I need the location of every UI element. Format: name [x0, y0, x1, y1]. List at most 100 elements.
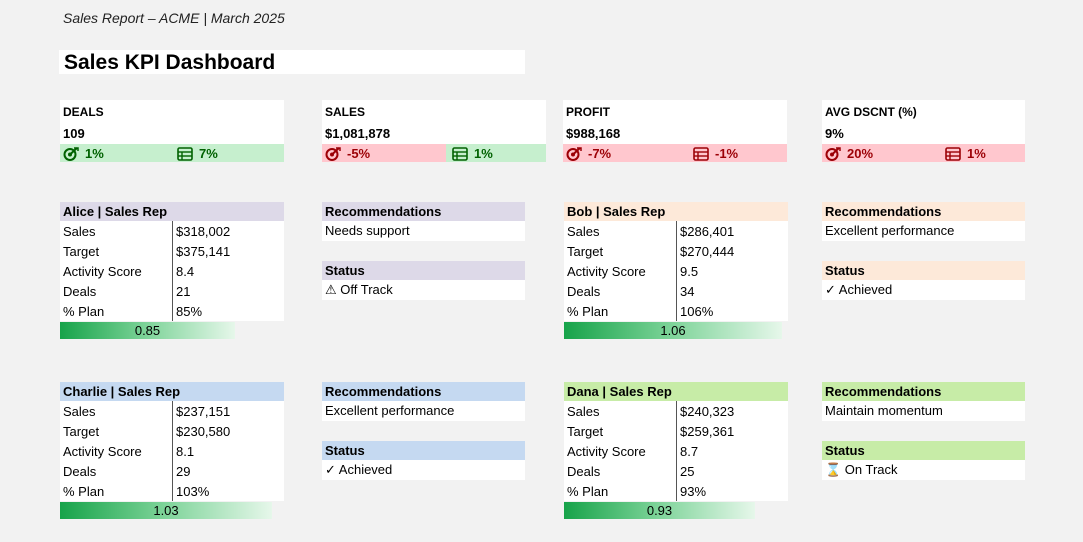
recommendation-text: Needs support [322, 221, 525, 241]
recommendations-header: Recommendations [822, 202, 1025, 221]
table-row: Deals 29 [60, 461, 284, 481]
rep-card-alice[interactable]: Alice | Sales Rep Sales $318,002 Target $375… [60, 202, 284, 339]
row-value: 8.1 [176, 443, 195, 459]
rep-metrics-table: Sales $237,151 Target $230,580 Activity Scor… [60, 401, 284, 501]
table-row: % Plan 85% [60, 301, 284, 321]
kpi-plan-change: -1% [715, 146, 739, 161]
dashboard-title: Sales KPI Dashboard [64, 51, 276, 74]
rep-metrics-table: Sales $318,002 Target $375,141 Activity Scor… [60, 221, 284, 321]
rec-panel-alice: Recommendations Needs support Status ⚠ Off … [322, 202, 525, 300]
kpi-plan-change: 7% [199, 146, 218, 161]
row-label: % Plan [564, 481, 677, 501]
kpi-card-avg-discount[interactable]: AVG DSCNT (%) 9% 20% 1% [822, 100, 1025, 162]
kpi-target-change: -7% [588, 146, 612, 161]
table-row: Sales $237,151 [60, 401, 284, 421]
rep-header: Bob | Sales Rep [564, 202, 788, 221]
table-row: Deals 34 [564, 281, 788, 301]
table-row: Deals 25 [564, 461, 788, 481]
plan-progress-bar: 1.03 [60, 502, 272, 519]
row-label: Activity Score [564, 261, 677, 281]
row-label: Target [564, 421, 677, 441]
kpi-card-sales[interactable]: SALES $1,081,878 -5% 1% [322, 100, 546, 162]
status-text: ✓ Achieved [322, 460, 525, 480]
status-header: Status [322, 441, 525, 460]
plan-progress-bar: 0.85 [60, 322, 235, 339]
row-value: $318,002 [176, 223, 231, 239]
target-icon [63, 146, 79, 161]
kpi-change-bar: -7% -1% [563, 144, 787, 162]
rec-panel-dana: Recommendations Maintain momentum Status ⌛ … [822, 382, 1025, 480]
row-label: % Plan [564, 301, 677, 321]
rep-header: Dana | Sales Rep [564, 382, 788, 401]
table-icon [452, 146, 468, 161]
kpi-target-change: -5% [347, 146, 371, 161]
recommendation-text: Excellent performance [822, 221, 1025, 241]
kpi-value: 9% [825, 126, 844, 141]
rep-card-bob[interactable]: Bob | Sales Rep Sales $286,401 Target $270,4… [564, 202, 788, 339]
rec-panel-bob: Recommendations Excellent performance Stat… [822, 202, 1025, 300]
row-value: 103% [176, 483, 210, 499]
row-value: 106% [680, 303, 714, 319]
kpi-value: 109 [63, 126, 85, 141]
recommendations-header: Recommendations [322, 202, 525, 221]
row-label: Sales [60, 401, 173, 421]
kpi-plan-change: 1% [474, 146, 493, 161]
target-icon [325, 146, 341, 161]
recommendations-header: Recommendations [822, 382, 1025, 401]
kpi-value: $1,081,878 [325, 126, 391, 141]
row-label: Sales [564, 401, 677, 421]
kpi-change-bar: 1% 7% [60, 144, 284, 162]
row-value: 34 [680, 283, 695, 299]
table-row: Sales $286,401 [564, 221, 788, 241]
recommendation-text: Maintain momentum [822, 401, 1025, 421]
recommendation-text: Excellent performance [322, 401, 525, 421]
plan-progress-bar: 1.06 [564, 322, 782, 339]
table-row: % Plan 103% [60, 481, 284, 501]
table-row: Target $270,444 [564, 241, 788, 261]
row-label: Activity Score [60, 261, 173, 281]
row-label: % Plan [60, 301, 173, 321]
kpi-change-bar: -5% 1% [322, 144, 546, 162]
row-label: % Plan [60, 481, 173, 501]
rep-header: Charlie | Sales Rep [60, 382, 284, 401]
status-header: Status [322, 261, 525, 280]
kpi-value: $988,168 [566, 126, 621, 141]
table-row: % Plan 93% [564, 481, 788, 501]
row-value: $230,580 [176, 423, 231, 439]
row-label: Target [60, 241, 173, 261]
table-icon [945, 146, 961, 161]
status-header: Status [822, 441, 1025, 460]
row-label: Activity Score [60, 441, 173, 461]
table-row: Activity Score 8.7 [564, 441, 788, 461]
table-row: Target $230,580 [60, 421, 284, 441]
row-value: $237,151 [176, 403, 231, 419]
row-value: 9.5 [680, 263, 699, 279]
rep-card-charlie[interactable]: Charlie | Sales Rep Sales $237,151 Target $2… [60, 382, 284, 519]
row-value: 8.7 [680, 443, 699, 459]
table-row: Sales $240,323 [564, 401, 788, 421]
kpi-name: AVG DSCNT (%) [825, 105, 917, 119]
kpi-card-deals[interactable]: DEALS 109 1% 7% [60, 100, 284, 162]
table-row: Activity Score 8.1 [60, 441, 284, 461]
kpi-card-profit[interactable]: PROFIT $988,168 -7% -1% [563, 100, 787, 162]
report-header: Sales Report – ACME | March 2025 [63, 10, 285, 26]
kpi-plan-change: 1% [967, 146, 986, 161]
row-value: 8.4 [176, 263, 195, 279]
table-row: Activity Score 8.4 [60, 261, 284, 281]
table-row: Target $259,361 [564, 421, 788, 441]
row-value: $270,444 [680, 243, 735, 259]
rec-panel-charlie: Recommendations Excellent performance Stat… [322, 382, 525, 480]
rep-card-dana[interactable]: Dana | Sales Rep Sales $240,323 Target $259,… [564, 382, 788, 519]
row-value: $240,323 [680, 403, 735, 419]
row-label: Sales [564, 221, 677, 241]
row-label: Target [564, 241, 677, 261]
target-icon [825, 146, 841, 161]
row-value: 25 [680, 463, 695, 479]
row-label: Target [60, 421, 173, 441]
rep-metrics-table: Sales $240,323 Target $259,361 Activity Scor… [564, 401, 788, 501]
row-label: Deals [564, 281, 677, 301]
status-text: ✓ Achieved [822, 280, 1025, 300]
row-label: Deals [60, 281, 173, 301]
kpi-name: DEALS [63, 105, 104, 119]
rep-header: Alice | Sales Rep [60, 202, 284, 221]
